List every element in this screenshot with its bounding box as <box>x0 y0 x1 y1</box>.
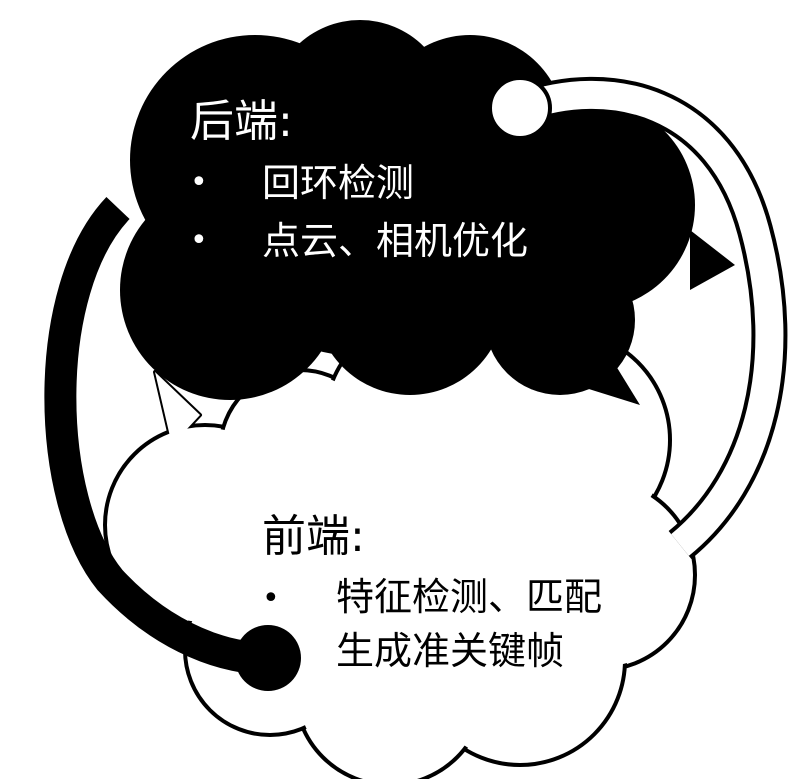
backend-bullet-1: • <box>190 165 208 200</box>
arrow-end-dot <box>235 625 301 691</box>
backend-cloud <box>120 20 735 405</box>
frontend-item-keyframes: 生成准关键帧 <box>336 629 565 673</box>
backend-bullet-2: • <box>190 223 208 258</box>
frontend-item-feature-matching: 特征检测、匹配 <box>336 575 603 619</box>
frontend-bullet: • <box>262 581 280 616</box>
arrow-backend-to-frontend <box>44 196 301 691</box>
backend-cloud-tail <box>560 340 640 405</box>
backend-item-loop-closure: 回环检测 <box>262 161 415 205</box>
backend-item-optimization: 点云、相机优化 <box>262 219 529 263</box>
arrow-frontend-to-backend <box>488 76 788 559</box>
frontend-title: 前端: <box>262 511 365 562</box>
backend-title: 后端: <box>190 96 293 147</box>
